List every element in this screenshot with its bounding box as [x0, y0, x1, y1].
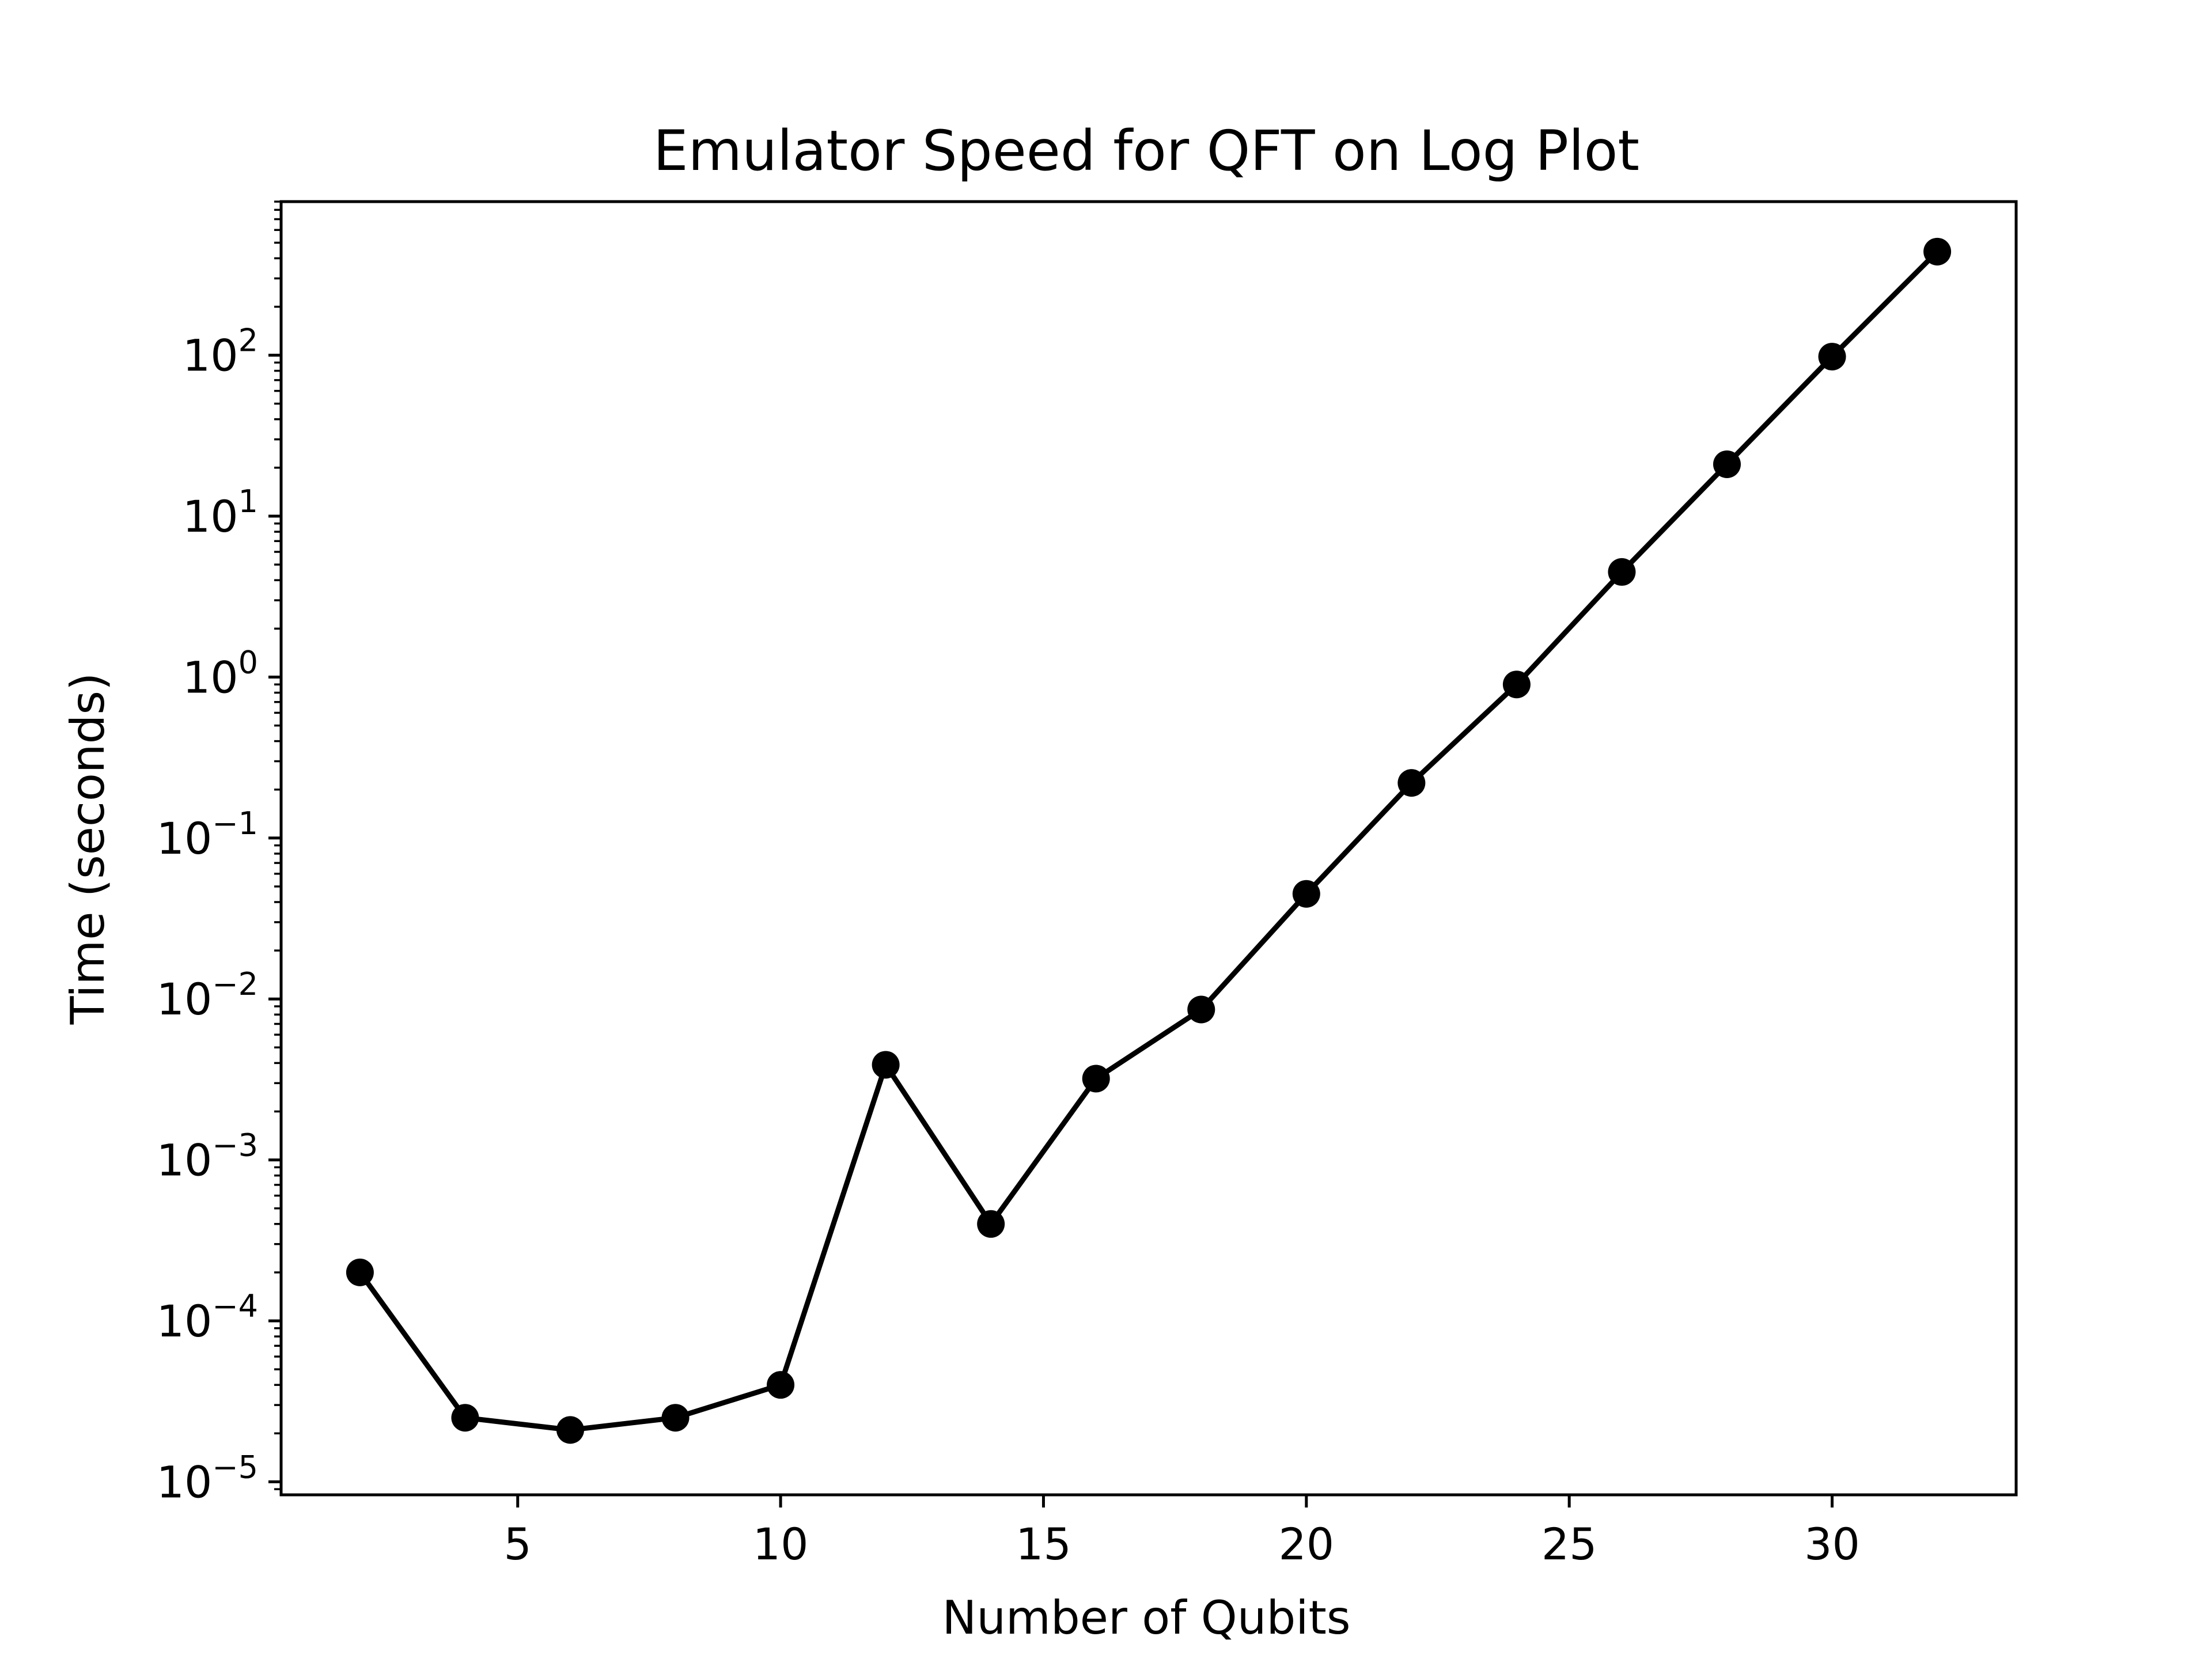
- data-point-0-9: [1292, 880, 1320, 908]
- y-tick-label-7: 102: [183, 323, 258, 381]
- data-point-0-14: [1818, 343, 1846, 371]
- x-tick-label-3: 20: [1278, 1518, 1334, 1570]
- plot-area-frame: [279, 200, 2018, 1497]
- x-axis-ticks: 5 10 15 20 25 30: [504, 1495, 1860, 1570]
- x-tick-label-4: 25: [1541, 1518, 1597, 1570]
- y-tick-label-1: 10−4: [157, 1288, 258, 1347]
- data-point-0-0: [346, 1258, 374, 1286]
- x-tick-label-1: 10: [753, 1518, 809, 1570]
- data-point-0-3: [661, 1404, 690, 1432]
- y-tick-label-4: 10−1: [157, 805, 258, 864]
- x-tick-label-5: 30: [1804, 1518, 1860, 1570]
- data-point-0-8: [1187, 995, 1215, 1024]
- x-tick-label-2: 15: [1016, 1518, 1071, 1570]
- data-point-0-2: [556, 1416, 584, 1444]
- chart-title: Emulator Speed for QFT on Log Plot: [653, 119, 1639, 183]
- data-point-0-10: [1397, 769, 1426, 797]
- y-tick-label-2: 10−3: [157, 1127, 258, 1186]
- data-point-0-4: [767, 1371, 795, 1399]
- data-point-0-5: [872, 1051, 900, 1079]
- y-tick-label-6: 101: [183, 483, 258, 542]
- y-tick-label-0: 10−5: [157, 1449, 258, 1508]
- data-point-0-12: [1608, 558, 1636, 586]
- data-point-0-13: [1713, 450, 1741, 478]
- x-axis-label: Number of Qubits: [942, 1591, 1350, 1645]
- y-axis-label: Time (seconds): [61, 673, 115, 1025]
- series-line-0: [357, 249, 1940, 1433]
- y-axis-ticks: 10−5 10−4 10−3 10−2 10−1 100 101 102: [157, 200, 281, 1508]
- data-point-0-11: [1502, 671, 1531, 699]
- y-tick-label-3: 10−2: [157, 966, 258, 1025]
- data-point-0-1: [451, 1404, 479, 1432]
- x-tick-label-0: 5: [504, 1518, 532, 1570]
- data-point-0-6: [977, 1210, 1005, 1238]
- y-tick-label-5: 100: [183, 644, 258, 703]
- data-point-0-15: [1923, 237, 1952, 266]
- data-point-0-7: [1082, 1065, 1110, 1093]
- series-layer: [346, 237, 1952, 1444]
